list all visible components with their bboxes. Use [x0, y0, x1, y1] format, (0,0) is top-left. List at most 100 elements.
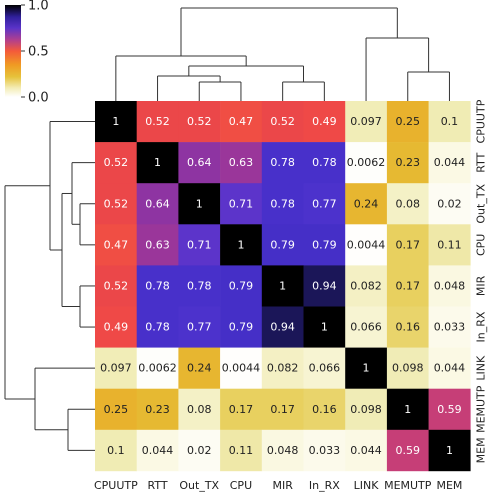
- heatmap-cell: [95, 347, 137, 389]
- column-tick-labels: CPUUTP RTT Out_TX CPU MIR In_RX LINK MEMUTP MEM: [94, 479, 462, 492]
- heatmap-cell: [95, 429, 137, 472]
- heatmap-cell: [220, 306, 263, 348]
- cell-value-label: 1: [404, 403, 411, 416]
- heatmap-cell: [95, 306, 137, 348]
- column-label: CPU: [230, 479, 252, 492]
- cell-value-label: 0.098: [350, 403, 382, 416]
- column-dendrogram: [115, 7, 450, 101]
- heatmap-cell: [261, 265, 304, 307]
- cell-value-label: 0.52: [270, 115, 295, 128]
- heatmap-cell: [386, 265, 429, 307]
- heatmap-cell: [428, 306, 471, 348]
- heatmap-cell: [261, 388, 304, 431]
- cell-value-label: 0.63: [145, 238, 170, 251]
- column-label: RTT: [148, 479, 168, 492]
- cell-value-label: 0.47: [104, 238, 129, 251]
- cell-value-label: 0.25: [396, 115, 421, 128]
- column-label: CPUUTP: [94, 479, 138, 492]
- column-label: MEMUTP: [384, 479, 432, 492]
- row-label: CPUUTP: [474, 99, 487, 143]
- heatmap-cell: [178, 429, 221, 472]
- cell-value-label: 0.23: [396, 156, 421, 169]
- cell-value-label: 0.64: [145, 197, 170, 210]
- heatmap-cell: [178, 183, 221, 225]
- cell-value-label: 1: [154, 156, 161, 169]
- heatmap-cell: [428, 347, 471, 389]
- cell-value-label: 0.044: [350, 444, 382, 457]
- cell-value-label: 1: [321, 321, 328, 334]
- heatmap-cell: [261, 101, 304, 143]
- cell-value-label: 0.52: [104, 197, 129, 210]
- heatmap-cell: [220, 388, 263, 431]
- row-label: CPU: [474, 234, 487, 256]
- heatmap-cell: [136, 224, 179, 266]
- heatmap-cell: [386, 183, 429, 225]
- column-label: In_RX: [309, 479, 340, 492]
- cell-value-label: 0.52: [145, 115, 170, 128]
- cell-value-label: 0.63: [229, 156, 254, 169]
- row-label: MIR: [474, 275, 487, 296]
- heatmap-cell: [386, 224, 429, 266]
- column-label: MIR: [272, 479, 293, 492]
- heatmap-cell: [428, 429, 471, 472]
- heatmap-cell: [386, 306, 429, 348]
- heatmap-cell: [345, 347, 388, 389]
- cell-value-label: 0.79: [229, 279, 254, 292]
- cell-value-label: 0.49: [312, 115, 337, 128]
- heatmap-cell: [386, 347, 429, 389]
- cell-value-label: 0.17: [396, 279, 421, 292]
- cell-value-label: 0.78: [145, 321, 170, 334]
- heatmap-cell: [136, 429, 179, 472]
- colorbar: 0.0 0.5 1.0: [5, 0, 49, 106]
- heatmap-cell: [345, 224, 388, 266]
- heatmap-cell: [95, 388, 137, 431]
- heatmap-cell: [136, 388, 179, 431]
- heatmap-cell: [220, 142, 263, 184]
- cell-value-label: 0.77: [312, 197, 337, 210]
- cell-value-label: 0.79: [229, 321, 254, 334]
- heatmap-cell: [303, 347, 346, 389]
- cell-value-label: 1: [237, 238, 244, 251]
- cell-value-label: 0.0062: [138, 362, 177, 375]
- cell-value-label: 0.044: [434, 362, 466, 375]
- cell-value-label: 0.066: [309, 362, 341, 375]
- heatmap-cell: [178, 388, 221, 431]
- cell-value-label: 0.94: [270, 321, 295, 334]
- heatmap-cell: [95, 265, 137, 307]
- heatmap-cell: [95, 183, 137, 225]
- cell-value-label: 0.16: [312, 403, 337, 416]
- cell-value-label: 0.098: [392, 362, 424, 375]
- row-label: RTT: [474, 152, 487, 172]
- heatmap-cell: [178, 265, 221, 307]
- cell-value-label: 0.097: [100, 362, 132, 375]
- heatmap-cell: [303, 101, 346, 143]
- heatmap-cell: [261, 142, 304, 184]
- row-label: MEMUTP: [474, 385, 487, 433]
- heatmap-cell: [303, 265, 346, 307]
- cell-value-label: 0.11: [229, 444, 254, 457]
- cell-value-label: 0.77: [187, 321, 212, 334]
- heatmap-cell: [345, 265, 388, 307]
- heatmap-cell: [261, 224, 304, 266]
- heatmap-cell: [95, 142, 137, 184]
- cell-value-label: 0.033: [309, 444, 341, 457]
- cell-value-label: 0.097: [350, 115, 382, 128]
- heatmap-cell: [261, 306, 304, 348]
- cell-value-label: 0.048: [434, 279, 466, 292]
- row-dendrogram: [4, 121, 95, 451]
- cell-value-label: 0.11: [437, 238, 462, 251]
- heatmap-cell: [428, 183, 471, 225]
- cell-value-label: 0.1: [441, 115, 459, 128]
- colorbar-tick-label: 0.5: [28, 45, 49, 60]
- heatmap-cell: [303, 224, 346, 266]
- heatmap-cell: [386, 101, 429, 143]
- row-tick-labels: CPUUTP RTT Out_TX CPU MIR In_RX LINK MEMUTP MEM: [474, 99, 487, 463]
- cell-value-label: 0.59: [396, 444, 421, 457]
- cell-value-label: 0.52: [104, 156, 129, 169]
- heatmap-cell: [303, 306, 346, 348]
- heatmap-cell: [261, 183, 304, 225]
- heatmap-cell: [345, 388, 388, 431]
- column-label: Out_TX: [179, 479, 219, 492]
- cell-value-label: 0.08: [187, 403, 212, 416]
- heatmap-cell: [178, 306, 221, 348]
